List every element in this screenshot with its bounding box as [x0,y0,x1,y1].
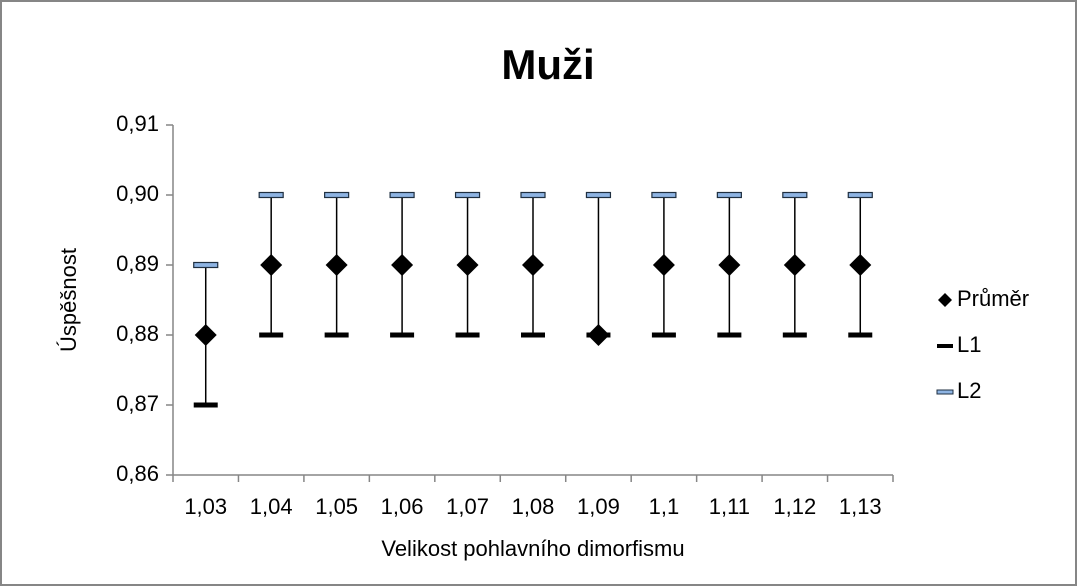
x-tick-label: 1,06 [381,494,424,519]
high-marker [520,191,546,199]
x-axis-label: Velikost pohlavního dimorfismu [381,536,684,561]
x-tick-label: 1,05 [315,494,358,519]
mean-marker [587,324,610,346]
legend-label: L1 [957,332,981,357]
low-marker [651,332,676,338]
x-tick-label: 1,03 [184,494,227,519]
mean-marker [849,254,872,276]
high-marker [389,191,415,199]
high-marker [258,191,284,199]
y-tick-label: 0,88 [116,321,159,346]
mean-marker [783,254,806,276]
legend-marker [938,293,952,307]
legend-marker [937,344,953,348]
low-marker [717,332,742,338]
low-marker [324,332,349,338]
mean-marker [260,254,283,276]
legend-label: L2 [957,378,981,403]
high-marker [651,191,677,199]
low-marker [848,332,873,338]
x-tick-label: 1,1 [649,494,680,519]
y-tick-label: 0,87 [116,391,159,416]
low-marker [193,402,218,408]
mean-marker [325,254,348,276]
chart-title: Muži [501,41,594,88]
mean-marker [456,254,479,276]
x-tick-label: 1,07 [446,494,489,519]
y-tick-label: 0,91 [116,111,159,136]
high-marker [585,191,612,199]
low-marker [521,332,545,338]
low-marker [782,332,807,338]
mean-marker [718,254,741,276]
x-tick-label: 1,13 [839,494,882,519]
low-marker [259,332,284,338]
y-tick-label: 0,89 [116,251,159,276]
y-axis-label: Úspěšnost [56,248,81,352]
low-marker [455,332,480,338]
high-marker [782,191,808,199]
x-tick-label: 1,09 [577,494,620,519]
low-marker [390,332,415,338]
mean-marker [652,254,675,276]
x-tick-label: 1,11 [709,494,750,519]
legend-label: Průměr [957,286,1029,311]
mean-marker [194,324,217,346]
legend-marker [936,389,954,395]
y-tick-label: 0,86 [116,461,159,486]
high-marker [454,191,481,199]
high-marker [324,191,350,199]
high-marker [716,191,742,199]
y-tick-label: 0,90 [116,181,159,206]
mean-marker [391,254,414,276]
mean-marker [522,254,544,276]
x-tick-label: 1,12 [773,494,816,519]
x-tick-label: 1,04 [250,494,293,519]
high-marker [847,191,873,199]
x-tick-label: 1,08 [512,494,555,519]
high-marker [193,261,219,269]
